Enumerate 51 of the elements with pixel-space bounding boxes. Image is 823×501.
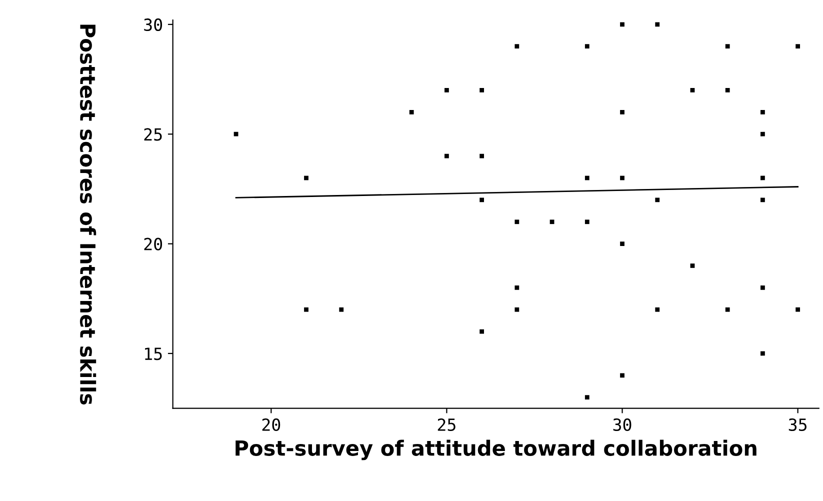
point xyxy=(725,44,730,49)
point xyxy=(796,44,800,49)
point xyxy=(234,132,238,136)
point xyxy=(760,198,765,202)
point xyxy=(339,307,344,312)
point xyxy=(514,307,520,312)
y-tick-label: 15 xyxy=(145,348,162,360)
y-tick-label: 20 xyxy=(144,238,162,250)
point xyxy=(690,88,695,92)
point xyxy=(655,22,660,27)
point xyxy=(480,88,484,92)
x-tick-label: 35 xyxy=(788,418,807,432)
point xyxy=(690,264,695,268)
point xyxy=(444,154,449,158)
point xyxy=(584,44,590,49)
point xyxy=(620,110,624,114)
y-tick-label: 30 xyxy=(144,18,162,32)
point xyxy=(760,351,765,356)
point xyxy=(584,176,590,180)
y-tick-label: 25 xyxy=(144,128,162,141)
point xyxy=(620,176,624,180)
point xyxy=(584,220,590,224)
x-tick-label: 20 xyxy=(262,418,280,432)
point xyxy=(480,154,484,158)
x-tick-label: 25 xyxy=(438,418,456,432)
point xyxy=(514,44,520,49)
point xyxy=(655,307,660,312)
point xyxy=(550,220,554,224)
point xyxy=(444,88,449,92)
point xyxy=(655,198,660,202)
point xyxy=(409,110,414,114)
point xyxy=(620,22,624,27)
point xyxy=(620,373,624,378)
point xyxy=(584,395,590,400)
point xyxy=(514,220,520,224)
y-axis-title: Posttest scores of Internet skills xyxy=(80,24,96,404)
point xyxy=(480,329,484,334)
point xyxy=(760,110,765,114)
point xyxy=(725,307,730,312)
point xyxy=(796,307,800,312)
x-axis-title: Post-survey of attitude toward collaboration xyxy=(236,440,756,460)
point xyxy=(760,132,765,136)
point xyxy=(760,285,765,290)
point xyxy=(725,88,730,92)
point xyxy=(514,285,520,290)
point xyxy=(304,307,308,312)
point xyxy=(760,176,765,180)
x-tick-label: 30 xyxy=(613,418,632,432)
point xyxy=(480,198,484,202)
point xyxy=(620,242,624,246)
point xyxy=(304,176,308,180)
